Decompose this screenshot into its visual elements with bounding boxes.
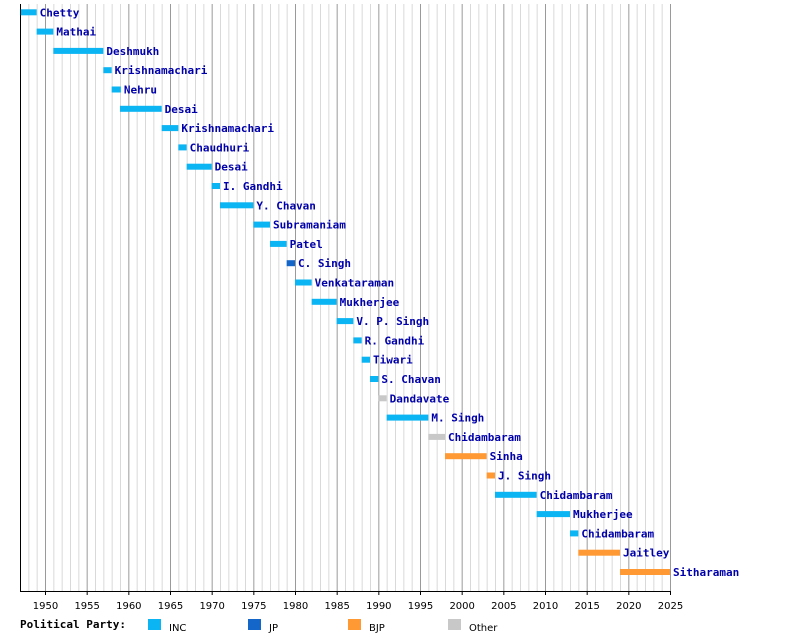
x-tick-label: 1975 xyxy=(241,601,266,612)
x-tick-label: 1995 xyxy=(408,601,433,612)
tenure-name-label: V. P. Singh xyxy=(356,315,429,328)
tenure-name-label: Krishnamachari xyxy=(181,122,274,135)
grid xyxy=(20,4,671,592)
legend-swatch xyxy=(248,619,261,630)
legend-label: INC xyxy=(169,623,186,634)
x-tick-label: 1950 xyxy=(33,601,58,612)
x-tick-label: 1955 xyxy=(74,601,99,612)
legend-label: JP xyxy=(268,623,278,634)
tenure-bar xyxy=(286,260,295,267)
legend-label: BJP xyxy=(369,623,385,634)
tenure-bar xyxy=(186,163,212,170)
x-tick-label: 1965 xyxy=(158,601,183,612)
legend-label: Other xyxy=(469,623,498,634)
tenure-bar xyxy=(370,376,379,382)
tenure-name-label: Sitharaman xyxy=(673,566,739,579)
tenure-bar xyxy=(253,221,270,228)
tenure-bar xyxy=(620,569,670,575)
tenure-bar xyxy=(570,530,579,537)
legend-swatch xyxy=(348,619,361,630)
tenure-name-label: Jaitley xyxy=(623,547,670,560)
tenure-name-label: Desai xyxy=(215,161,248,174)
tenure-name-label: M. Singh xyxy=(431,412,484,425)
tenure-name-label: Chetty xyxy=(40,6,80,19)
tenure-name-label: Subramaniam xyxy=(273,219,346,232)
tenure-name-label: S. Chavan xyxy=(381,373,441,386)
tenure-name-label: Patel xyxy=(290,238,323,251)
tenure-bars xyxy=(20,9,670,575)
tenure-name-label: Krishnamachari xyxy=(115,64,208,77)
tenure-name-label: Mukherjee xyxy=(340,296,400,309)
tenure-name-label: Chidambaram xyxy=(540,489,613,502)
x-tick-label: 1980 xyxy=(283,601,308,612)
tenure-bar xyxy=(336,318,354,325)
tenure-name-label: Desai xyxy=(165,103,198,116)
tenure-bar xyxy=(495,491,537,498)
x-tick-label: 2015 xyxy=(574,601,599,612)
legend-swatch xyxy=(148,619,161,630)
x-tick-label: 1990 xyxy=(366,601,391,612)
tenure-bar xyxy=(53,47,104,54)
x-tick-label: 2025 xyxy=(658,601,683,612)
tenure-bar xyxy=(536,511,570,518)
tenure-bar xyxy=(20,9,37,16)
tenure-name-label: Nehru xyxy=(124,84,157,97)
tenure-name-label: C. Singh xyxy=(298,257,351,270)
x-tick-label: 1985 xyxy=(324,601,349,612)
tenure-bar xyxy=(211,183,220,189)
tenure-bar xyxy=(295,279,312,286)
tenure-name-label: Chidambaram xyxy=(581,527,654,540)
x-tick-label: 2010 xyxy=(533,601,558,612)
legend-swatch xyxy=(448,619,461,630)
legend: Political Party: INC JP BJP Other xyxy=(20,618,498,634)
tenure-bar xyxy=(578,549,620,556)
tenure-name-label: Y. Chavan xyxy=(256,199,316,212)
tenure-bar xyxy=(36,28,54,35)
tenure-bar xyxy=(161,125,179,132)
tenure-bar xyxy=(220,202,254,209)
tenure-bar xyxy=(386,414,429,421)
tenure-name-label: Venkataraman xyxy=(315,277,394,290)
tenure-name-label: Tiwari xyxy=(373,354,413,367)
tenure-bar xyxy=(120,105,162,112)
tenure-bar xyxy=(270,240,287,247)
tenure-bar xyxy=(111,86,121,93)
tenure-bar xyxy=(353,337,362,344)
tenure-name-label: Deshmukh xyxy=(106,45,159,58)
x-tick-label: 1960 xyxy=(116,601,141,612)
tenure-labels: Chetty Mathai Deshmukh Krishnamachari Nehru D… xyxy=(40,6,740,579)
x-tick-label: 2020 xyxy=(616,601,641,612)
legend-title: Political Party: xyxy=(20,618,126,631)
tenure-bar xyxy=(428,433,445,440)
tenure-bar xyxy=(445,453,487,460)
tenure-name-label: Sinha xyxy=(490,450,523,463)
tenure-name-label: I. Gandhi xyxy=(223,180,283,193)
x-axis: 1950 1955 1960 1965 1970 1975 1980 1985 1990 1995… xyxy=(33,591,683,612)
tenure-name-label: J. Singh xyxy=(498,470,551,483)
tenure-name-label: Mukherjee xyxy=(573,508,633,521)
tenure-bar xyxy=(361,356,370,363)
tenure-name-label: Chidambaram xyxy=(448,431,521,444)
tenure-bar xyxy=(311,298,337,305)
tenure-bar xyxy=(486,472,495,479)
tenure-bar xyxy=(103,67,112,74)
x-tick-label: 2000 xyxy=(449,601,474,612)
tenure-name-label: R. Gandhi xyxy=(365,334,425,347)
tenure-bar xyxy=(178,144,187,151)
tenure-name-label: Mathai xyxy=(56,26,96,39)
x-tick-label: 2005 xyxy=(491,601,516,612)
tenure-bar xyxy=(378,395,387,402)
tenure-name-label: Dandavate xyxy=(390,392,450,405)
tenure-name-label: Chaudhuri xyxy=(190,141,250,154)
x-tick-label: 1970 xyxy=(199,601,224,612)
